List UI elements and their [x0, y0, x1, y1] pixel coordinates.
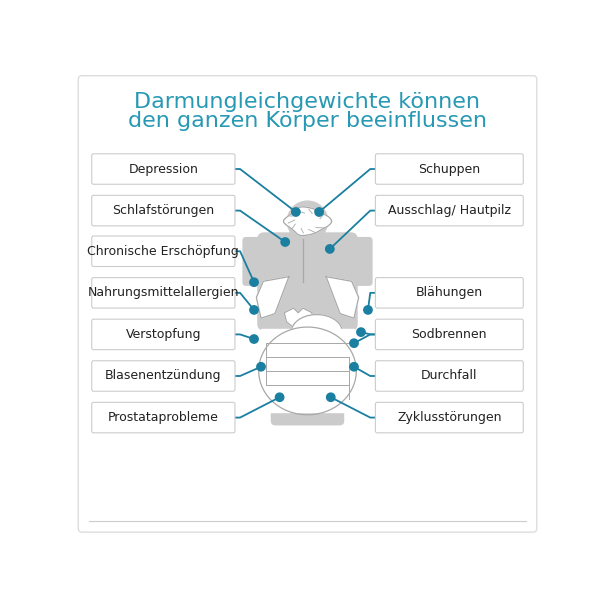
Circle shape — [364, 306, 372, 314]
Polygon shape — [284, 207, 332, 236]
Circle shape — [350, 362, 358, 371]
FancyBboxPatch shape — [376, 196, 523, 226]
Circle shape — [287, 200, 328, 242]
Text: Schuppen: Schuppen — [418, 163, 481, 176]
Polygon shape — [292, 314, 343, 350]
Text: Prostataprobleme: Prostataprobleme — [108, 411, 219, 424]
Circle shape — [350, 339, 358, 347]
Circle shape — [257, 362, 265, 371]
Text: Chronische Erschöpfung: Chronische Erschöpfung — [88, 245, 239, 258]
FancyBboxPatch shape — [242, 237, 272, 286]
Circle shape — [250, 306, 258, 314]
Circle shape — [250, 335, 258, 343]
FancyBboxPatch shape — [92, 236, 235, 266]
Polygon shape — [326, 277, 359, 318]
Text: Ausschlag/ Hautpilz: Ausschlag/ Hautpilz — [388, 204, 511, 217]
FancyBboxPatch shape — [376, 278, 523, 308]
Circle shape — [292, 208, 300, 216]
FancyBboxPatch shape — [78, 76, 537, 532]
FancyBboxPatch shape — [92, 154, 235, 184]
Text: Blähungen: Blähungen — [416, 286, 483, 299]
Circle shape — [275, 393, 284, 401]
FancyBboxPatch shape — [92, 403, 235, 433]
Polygon shape — [256, 277, 289, 318]
FancyBboxPatch shape — [376, 403, 523, 433]
Text: Durchfall: Durchfall — [421, 370, 478, 382]
Circle shape — [250, 278, 258, 286]
Text: Sodbrennen: Sodbrennen — [412, 328, 487, 341]
FancyBboxPatch shape — [376, 361, 523, 391]
Text: Depression: Depression — [128, 163, 198, 176]
FancyBboxPatch shape — [257, 232, 358, 331]
Polygon shape — [284, 308, 312, 331]
FancyBboxPatch shape — [376, 319, 523, 350]
Text: Verstopfung: Verstopfung — [125, 328, 201, 341]
FancyBboxPatch shape — [92, 196, 235, 226]
Text: Darmungleichgewichte können: Darmungleichgewichte können — [134, 92, 481, 112]
Bar — [301, 227, 314, 249]
Circle shape — [326, 393, 335, 401]
Circle shape — [315, 208, 323, 216]
FancyBboxPatch shape — [92, 361, 235, 391]
Circle shape — [281, 238, 289, 246]
Circle shape — [326, 245, 334, 253]
Text: Blasenentzündung: Blasenentzündung — [105, 370, 221, 382]
FancyBboxPatch shape — [92, 278, 235, 308]
FancyBboxPatch shape — [343, 237, 373, 286]
FancyBboxPatch shape — [376, 154, 523, 184]
Polygon shape — [261, 329, 354, 412]
FancyBboxPatch shape — [271, 366, 344, 425]
Text: den ganzen Körper beeinflussen: den ganzen Körper beeinflussen — [128, 110, 487, 131]
Circle shape — [357, 328, 365, 336]
Text: Schlafstörungen: Schlafstörungen — [112, 204, 214, 217]
Text: Zyklusstörungen: Zyklusstörungen — [397, 411, 502, 424]
Text: Nahrungsmittelallergien: Nahrungsmittelallergien — [88, 286, 239, 299]
FancyBboxPatch shape — [92, 319, 235, 350]
FancyBboxPatch shape — [264, 311, 351, 388]
